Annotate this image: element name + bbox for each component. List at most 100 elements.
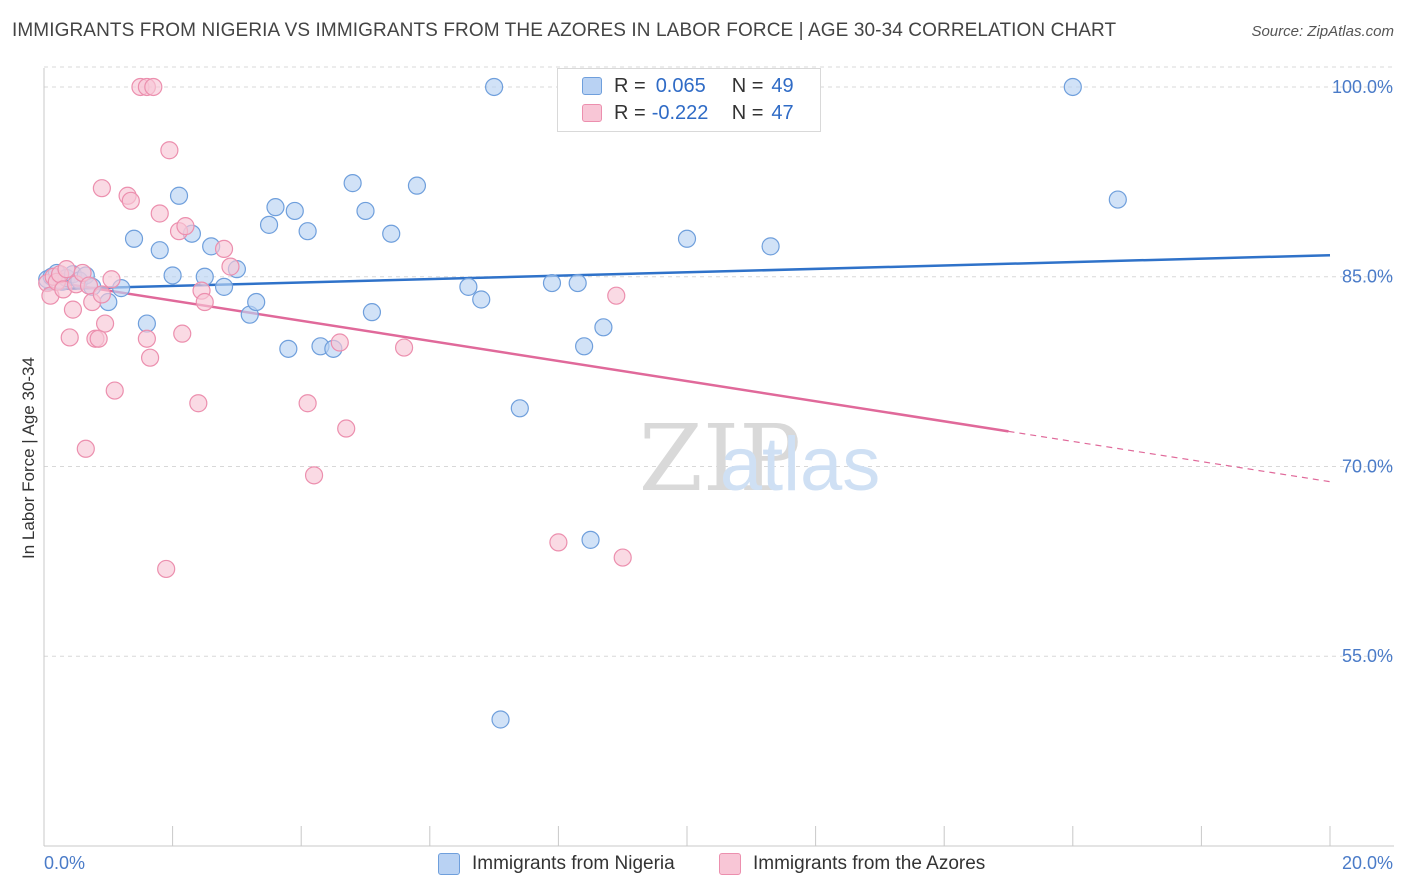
point-nigeria xyxy=(459,277,478,296)
point-azores xyxy=(337,419,356,438)
point-azores xyxy=(221,257,240,276)
point-azores xyxy=(95,314,115,333)
point-azores xyxy=(157,559,176,579)
point-azores xyxy=(63,300,83,319)
point-nigeria xyxy=(163,266,182,285)
point-azores xyxy=(92,179,111,198)
axis-layer xyxy=(43,68,1394,847)
point-nigeria xyxy=(214,277,234,296)
series-legend-label: Immigrants from Nigeria xyxy=(472,853,675,874)
point-azores xyxy=(173,324,192,343)
legend-r-value: 0.065 xyxy=(655,74,706,97)
points-layer xyxy=(38,77,1127,729)
legend-n-label: N = xyxy=(731,101,764,124)
point-nigeria xyxy=(677,229,697,248)
watermark-atlas: atlas xyxy=(720,422,881,507)
point-azores xyxy=(60,328,79,347)
watermark-zip: ZIP xyxy=(639,405,801,512)
point-nigeria xyxy=(285,201,304,221)
point-azores xyxy=(189,394,208,413)
legend-n-label: N = xyxy=(731,74,764,97)
series-legend-azores[interactable]: Immigrants from the Azores xyxy=(719,853,985,875)
point-nigeria xyxy=(485,77,504,97)
legend-r-label: R = xyxy=(614,74,646,97)
point-nigeria xyxy=(382,224,401,243)
point-azores xyxy=(121,191,140,210)
point-nigeria xyxy=(343,174,362,193)
point-azores xyxy=(330,333,349,352)
point-nigeria xyxy=(298,222,317,241)
legend-r-value: -0.222 xyxy=(651,101,709,124)
legend-swatch-azores xyxy=(719,853,741,875)
point-azores xyxy=(549,533,568,552)
legend-swatch-nigeria xyxy=(582,77,602,95)
point-azores xyxy=(304,466,324,485)
point-nigeria xyxy=(491,710,510,729)
point-nigeria xyxy=(266,198,285,217)
x-tick-label: 20.0% xyxy=(1342,853,1393,873)
point-azores xyxy=(144,77,163,97)
label-layer: 100.0% 85.0% 70.0% 55.0% 0.0% 20.0% xyxy=(44,77,1393,873)
x-tick-label: 0.0% xyxy=(44,853,85,873)
point-nigeria xyxy=(568,273,587,293)
point-azores xyxy=(140,348,160,367)
point-nigeria xyxy=(1108,190,1127,209)
point-nigeria xyxy=(542,273,562,293)
point-nigeria xyxy=(472,290,491,309)
point-nigeria xyxy=(362,303,382,322)
point-azores xyxy=(394,338,414,357)
point-azores xyxy=(195,292,214,312)
point-nigeria xyxy=(1063,77,1082,97)
point-azores xyxy=(105,381,124,400)
point-nigeria xyxy=(356,201,375,221)
correlation-legend: R = 0.065 N = 49 R = -0.222 N = 47 xyxy=(557,68,821,132)
point-nigeria xyxy=(279,339,298,358)
legend-row-azores: R = -0.222 N = 47 xyxy=(582,100,794,126)
trendline-nigeria xyxy=(43,253,1331,291)
point-azores xyxy=(176,217,195,236)
legend-swatch-nigeria xyxy=(438,853,460,875)
point-azores xyxy=(89,329,108,348)
y-tick-label: 70.0% xyxy=(1342,456,1393,476)
legend-row-nigeria: R = 0.065 N = 49 xyxy=(582,73,794,99)
point-azores xyxy=(214,239,234,259)
point-azores xyxy=(150,204,169,223)
point-nigeria xyxy=(137,314,156,333)
point-nigeria xyxy=(761,237,780,256)
point-azores xyxy=(298,394,317,413)
point-azores xyxy=(607,286,626,305)
y-tick-label: 85.0% xyxy=(1342,267,1393,287)
y-tick-label: 100.0% xyxy=(1332,77,1393,97)
source-label: Source: ZipAtlas.com xyxy=(1251,23,1394,40)
point-nigeria xyxy=(581,530,600,549)
y-axis-label: In Labor Force | Age 30-34 xyxy=(19,357,38,559)
point-azores xyxy=(102,270,121,289)
series-legend: Immigrants from Nigeria Immigrants from … xyxy=(0,851,1406,879)
point-azores xyxy=(57,260,76,279)
series-legend-nigeria[interactable]: Immigrants from Nigeria xyxy=(438,853,675,875)
series-legend-label: Immigrants from the Azores xyxy=(753,853,986,874)
chart-title: IMMIGRANTS FROM NIGERIA VS IMMIGRANTS FR… xyxy=(12,20,1117,41)
point-nigeria xyxy=(247,292,266,312)
legend-swatch-azores xyxy=(582,104,602,122)
point-azores xyxy=(613,548,632,567)
grid-layer xyxy=(44,66,1394,657)
point-nigeria xyxy=(124,229,144,248)
point-nigeria xyxy=(150,241,169,260)
point-nigeria xyxy=(169,186,189,205)
point-azores xyxy=(160,141,179,160)
point-nigeria xyxy=(575,337,594,356)
point-azores xyxy=(92,285,111,304)
point-azores xyxy=(76,439,95,458)
y-tick-label: 55.0% xyxy=(1342,646,1393,666)
trendline-extension-azores xyxy=(1008,430,1331,483)
legend-n-value: 49 xyxy=(771,74,794,97)
point-azores xyxy=(137,329,156,348)
legend-n-value: 47 xyxy=(771,101,794,124)
point-nigeria xyxy=(407,176,427,195)
legend-r-label: R = xyxy=(614,101,646,124)
point-nigeria xyxy=(510,399,529,418)
point-nigeria xyxy=(259,215,279,234)
point-nigeria xyxy=(594,318,613,337)
